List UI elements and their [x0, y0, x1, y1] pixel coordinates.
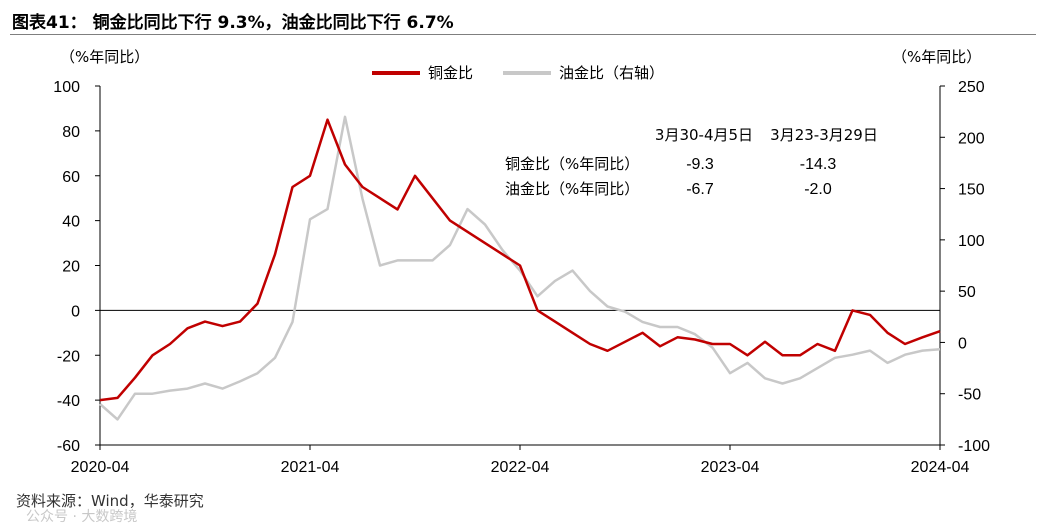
legend-label-copper-gold: 铜金比 — [428, 64, 474, 82]
table-value-previous: -14.3 — [800, 156, 837, 173]
chart-legend: 铜金比 油金比（右轴） — [372, 62, 694, 83]
table-value-previous: -2.0 — [804, 181, 832, 198]
right-tick-label: 50 — [958, 284, 976, 301]
watermark: 公众号 · 大数跨境 — [26, 509, 138, 525]
left-tick-label: 0 — [71, 303, 80, 320]
right-tick-label: 150 — [958, 182, 985, 199]
chart-title: 图表41： 铜金比同比下行 9.3%，油金比同比下行 6.7% — [12, 13, 454, 33]
right-tick-label: 100 — [958, 233, 985, 250]
left-tick-label: 80 — [62, 124, 80, 141]
left-tick-label: 100 — [53, 79, 80, 96]
table-header-current: 3月30-4月5日 — [655, 126, 753, 144]
left-tick-label: 40 — [62, 214, 80, 231]
legend-item-oil-gold: 油金比（右轴） — [503, 62, 664, 83]
right-tick-label: 250 — [958, 79, 985, 96]
series-line-oil-gold — [99, 115, 941, 421]
x-tick-label: 2020-04 — [71, 459, 130, 476]
title-divider — [10, 34, 1036, 35]
source-note: 资料来源：Wind，华泰研究 — [16, 492, 204, 510]
legend-item-copper-gold: 铜金比 — [372, 62, 473, 83]
table-value-current: -9.3 — [686, 156, 714, 173]
table-value-current: -6.7 — [686, 181, 714, 198]
legend-swatch-copper-gold — [372, 70, 420, 75]
right-tick-label: 200 — [958, 130, 985, 147]
left-tick-label: 60 — [62, 169, 80, 186]
table-row-label: 铜金比（%年同比） — [505, 155, 639, 173]
left-axis-unit: （%年同比） — [60, 48, 150, 66]
right-tick-label: -50 — [958, 387, 981, 404]
table-header-previous: 3月23-3月29日 — [770, 126, 878, 144]
legend-label-oil-gold: 油金比（右轴） — [559, 64, 665, 82]
table-row-label: 油金比（%年同比） — [505, 180, 639, 198]
x-tick-label: 2023-04 — [701, 459, 760, 476]
left-tick-label: -60 — [57, 438, 80, 455]
x-tick-label: 2021-04 — [281, 459, 340, 476]
right-tick-label: 0 — [958, 335, 967, 352]
left-tick-label: -40 — [57, 393, 80, 410]
right-axis-unit: （%年同比） — [892, 48, 982, 66]
legend-swatch-oil-gold — [503, 70, 552, 75]
right-tick-label: -100 — [958, 438, 990, 455]
left-tick-label: 20 — [62, 259, 80, 276]
x-tick-label: 2024-04 — [911, 459, 970, 476]
x-tick-label: 2022-04 — [491, 459, 550, 476]
left-tick-label: -20 — [57, 348, 80, 365]
series-line-copper-gold — [99, 118, 941, 402]
